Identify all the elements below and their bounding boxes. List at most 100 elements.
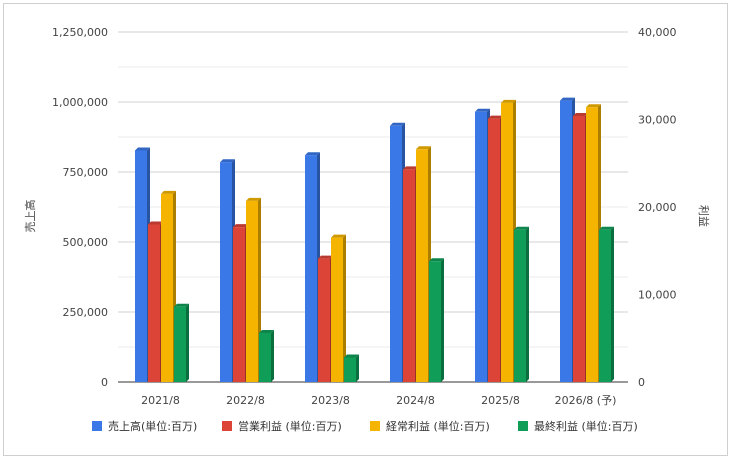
bar-front	[259, 333, 271, 382]
bar-front	[573, 116, 585, 382]
bar-front	[318, 258, 330, 382]
bar-front	[560, 100, 572, 382]
bar-4-2	[259, 330, 274, 382]
right-axis-ticks: 0 10,000 20,000 30,000 40,000	[638, 26, 677, 389]
bar-top	[161, 190, 176, 194]
bar-side	[441, 258, 444, 382]
x-tick-label: 2024/8	[396, 394, 435, 407]
bar-front	[220, 162, 232, 382]
bar-top	[501, 99, 516, 103]
bar-3-1	[161, 190, 176, 382]
right-tick-label: 20,000	[638, 201, 677, 214]
bar-top	[259, 330, 274, 333]
left-axis-ticks: 0 250,000 500,000 750,000 1,000,000 1,250,000	[52, 26, 108, 389]
left-tick-label: 1,000,000	[52, 96, 108, 109]
right-axis-title: 利益	[697, 205, 711, 227]
bar-4-4	[429, 258, 444, 382]
legend-item-3: 経常利益 (単位:百万)	[370, 419, 490, 433]
legend-label: 最終利益 (単位:百万)	[534, 419, 638, 433]
bar-front	[344, 357, 356, 382]
bar-4-3	[344, 354, 359, 382]
right-tick-label: 40,000	[638, 26, 677, 39]
bar-front	[148, 224, 160, 382]
bar-2-3	[318, 255, 333, 382]
left-tick-label: 0	[101, 376, 108, 389]
x-tick-label: 2022/8	[226, 394, 265, 407]
bar-1-4	[390, 122, 405, 383]
x-axis-ticks: 2021/8 2022/8 2023/8 2024/8 2025/8 2026/8 (予)	[141, 394, 616, 407]
bar-side	[271, 330, 274, 382]
legend-swatch	[92, 421, 102, 431]
bar-top	[599, 226, 614, 230]
bar-top	[246, 197, 261, 201]
bar-3-5	[501, 99, 516, 382]
bar-series	[135, 97, 614, 383]
bar-top	[135, 147, 150, 151]
bar-top	[488, 115, 503, 119]
legend-item-2: 営業利益 (単位:百万)	[222, 419, 342, 433]
bar-2-6	[573, 113, 588, 382]
bar-front	[416, 149, 428, 382]
bar-front	[233, 227, 245, 382]
left-axis-title: 売上高	[23, 200, 37, 233]
bar-front	[331, 237, 343, 382]
right-tick-label: 30,000	[638, 114, 677, 127]
bar-front	[305, 155, 317, 382]
bar-top	[560, 97, 575, 101]
legend-swatch	[370, 421, 380, 431]
bar-front	[475, 111, 487, 383]
right-tick-label: 0	[638, 376, 645, 389]
bar-top	[344, 354, 359, 358]
bar-side	[343, 234, 346, 382]
bar-side	[186, 303, 189, 382]
bar-1-5	[475, 108, 490, 383]
bar-front	[161, 193, 173, 382]
bar-4-5	[514, 226, 529, 382]
bar-front	[488, 118, 500, 382]
bar-top	[233, 224, 248, 228]
bar-front	[586, 107, 598, 382]
bar-front	[246, 200, 258, 382]
bar-top	[429, 258, 444, 262]
bar-2-4	[403, 166, 418, 382]
bar-1-3	[305, 152, 320, 382]
bar-2-1	[148, 221, 163, 382]
gridlines	[118, 31, 628, 383]
bar-top	[573, 113, 588, 116]
legend-label: 経常利益 (単位:百万)	[386, 419, 490, 433]
bar-1-1	[135, 147, 150, 382]
bar-top	[305, 152, 320, 156]
bar-front	[403, 169, 415, 382]
legend: 売上高(単位:百万) 営業利益 (単位:百万) 経常利益 (単位:百万) 最終利益 (…	[92, 419, 638, 433]
legend-label: 売上高(単位:百万)	[108, 419, 197, 433]
bar-top	[514, 226, 529, 230]
bar-top	[318, 255, 333, 259]
bar-1-6	[560, 97, 575, 382]
bar-front	[501, 102, 513, 382]
bar-top	[148, 221, 163, 225]
bar-top	[220, 159, 235, 163]
bar-3-6	[586, 104, 601, 382]
bar-front	[174, 306, 186, 382]
bar-top	[331, 234, 346, 238]
x-tick-label: 2025/8	[481, 394, 520, 407]
bar-3-2	[246, 197, 261, 382]
x-tick-label: 2026/8 (予)	[555, 394, 617, 407]
bar-front	[599, 229, 611, 382]
legend-item-1: 売上高(単位:百万)	[92, 419, 197, 433]
bar-2-5	[488, 115, 503, 382]
bar-top	[403, 166, 418, 170]
bar-top	[390, 122, 405, 126]
legend-label: 営業利益 (単位:百万)	[238, 419, 342, 433]
bar-3-4	[416, 146, 431, 382]
left-tick-label: 1,250,000	[52, 26, 108, 39]
legend-swatch	[518, 421, 528, 431]
bar-top	[174, 303, 189, 307]
bar-front	[429, 261, 441, 382]
bar-4-1	[174, 303, 189, 382]
bar-side	[526, 226, 529, 382]
left-tick-label: 250,000	[63, 306, 109, 319]
right-tick-label: 10,000	[638, 289, 677, 302]
bar-front	[135, 150, 147, 382]
